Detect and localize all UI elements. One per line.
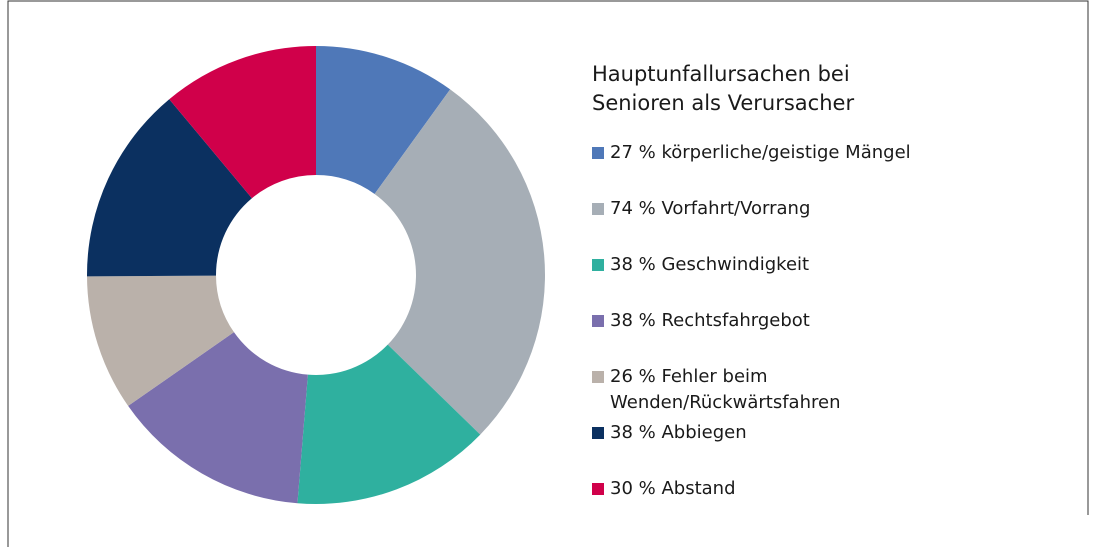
legend-value: 38 % bbox=[610, 422, 656, 443]
slice bbox=[87, 275, 234, 406]
slice bbox=[297, 344, 481, 504]
legend-value: 38 % bbox=[610, 254, 656, 275]
legend-item: 38 % Rechtsfahrgebot bbox=[592, 308, 1062, 364]
slice bbox=[374, 89, 545, 435]
legend-item: 27 % körperliche/geistige Mängel bbox=[592, 140, 1062, 196]
slice bbox=[169, 46, 316, 199]
legend-value: 27 % bbox=[610, 142, 656, 163]
legend-swatch bbox=[592, 315, 604, 327]
legend-item: 38 % Geschwindigkeit bbox=[592, 252, 1062, 308]
legend-value: 26 % bbox=[610, 366, 656, 387]
chart-title: Hauptunfallursachen bei Senioren als Ver… bbox=[592, 62, 855, 115]
legend-label: körperliche/geistige Mängel bbox=[661, 142, 911, 163]
legend-label: Fehler beim Wenden/Rückwärtsfahren bbox=[610, 366, 841, 413]
legend-label: Abstand bbox=[661, 478, 736, 499]
legend-label: Vorfahrt/Vorrang bbox=[661, 198, 811, 219]
frame bbox=[7, 0, 1089, 547]
legend-swatch bbox=[592, 427, 604, 439]
slice bbox=[128, 332, 308, 504]
legend-item: 74 % Vorfahrt/Vorrang bbox=[592, 196, 1062, 252]
slice bbox=[87, 99, 252, 277]
legend-item: 26 % Fehler beim Wenden/Rückwärtsfahren bbox=[592, 364, 1062, 420]
legend-label: Geschwindigkeit bbox=[661, 254, 810, 275]
legend-swatch bbox=[592, 483, 604, 495]
legend-value: 38 % bbox=[610, 310, 656, 331]
legend-item: 30 % Abstand bbox=[592, 476, 1062, 532]
slice bbox=[316, 46, 451, 194]
legend-value: 30 % bbox=[610, 478, 656, 499]
legend-label: Abbiegen bbox=[661, 422, 747, 443]
legend-swatch bbox=[592, 147, 604, 159]
legend-swatch bbox=[592, 259, 604, 271]
legend-item: 38 % Abbiegen bbox=[592, 420, 1062, 476]
legend-swatch bbox=[592, 203, 604, 215]
legend-value: 74 % bbox=[610, 198, 656, 219]
legend-swatch bbox=[592, 371, 604, 383]
legend: 27 % körperliche/geistige Mängel 74 % Vor… bbox=[592, 140, 1062, 532]
legend-label: Rechtsfahrgebot bbox=[661, 310, 810, 331]
